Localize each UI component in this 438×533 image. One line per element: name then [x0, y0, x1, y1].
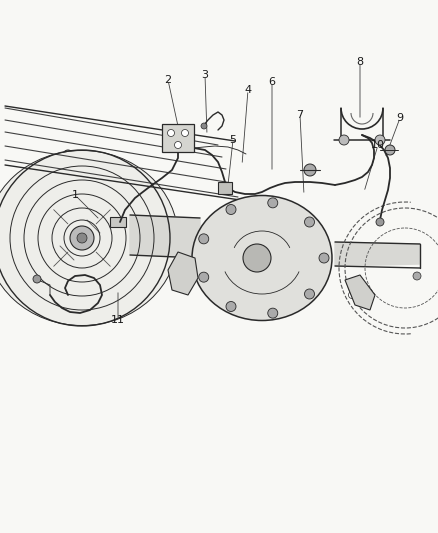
Circle shape	[304, 164, 316, 176]
Circle shape	[199, 272, 209, 282]
Text: 9: 9	[396, 113, 403, 123]
Polygon shape	[335, 242, 420, 266]
Circle shape	[33, 275, 41, 283]
Circle shape	[243, 244, 271, 272]
Circle shape	[172, 267, 178, 273]
Ellipse shape	[0, 150, 178, 326]
Circle shape	[226, 302, 236, 311]
Circle shape	[174, 141, 181, 149]
Bar	[110, 217, 126, 227]
Circle shape	[349, 292, 356, 298]
Text: 3: 3	[201, 70, 208, 80]
Circle shape	[304, 289, 314, 299]
Circle shape	[181, 130, 188, 136]
Circle shape	[385, 145, 395, 155]
Circle shape	[63, 150, 73, 160]
Circle shape	[268, 308, 278, 318]
Circle shape	[167, 130, 174, 136]
Text: 8: 8	[357, 57, 364, 67]
Circle shape	[375, 135, 385, 145]
Text: 1: 1	[71, 190, 78, 200]
Bar	[218, 182, 232, 194]
Circle shape	[268, 198, 278, 208]
Circle shape	[339, 135, 349, 145]
Text: 7: 7	[297, 110, 304, 120]
Circle shape	[413, 272, 421, 280]
Polygon shape	[130, 215, 200, 258]
Circle shape	[77, 233, 87, 243]
Text: 11: 11	[111, 315, 125, 325]
Text: 4: 4	[244, 85, 251, 95]
Polygon shape	[168, 252, 198, 295]
Circle shape	[70, 226, 94, 250]
Circle shape	[319, 253, 329, 263]
Ellipse shape	[192, 196, 332, 320]
Text: 6: 6	[268, 77, 276, 87]
Circle shape	[376, 218, 384, 226]
Circle shape	[199, 234, 209, 244]
Circle shape	[304, 217, 314, 227]
Polygon shape	[345, 275, 375, 310]
Bar	[162, 124, 194, 152]
Circle shape	[201, 123, 207, 129]
Circle shape	[182, 275, 188, 281]
Text: 5: 5	[230, 135, 237, 145]
Circle shape	[361, 295, 368, 302]
Text: 10: 10	[371, 140, 385, 150]
Text: 2: 2	[164, 75, 172, 85]
Circle shape	[226, 205, 236, 214]
